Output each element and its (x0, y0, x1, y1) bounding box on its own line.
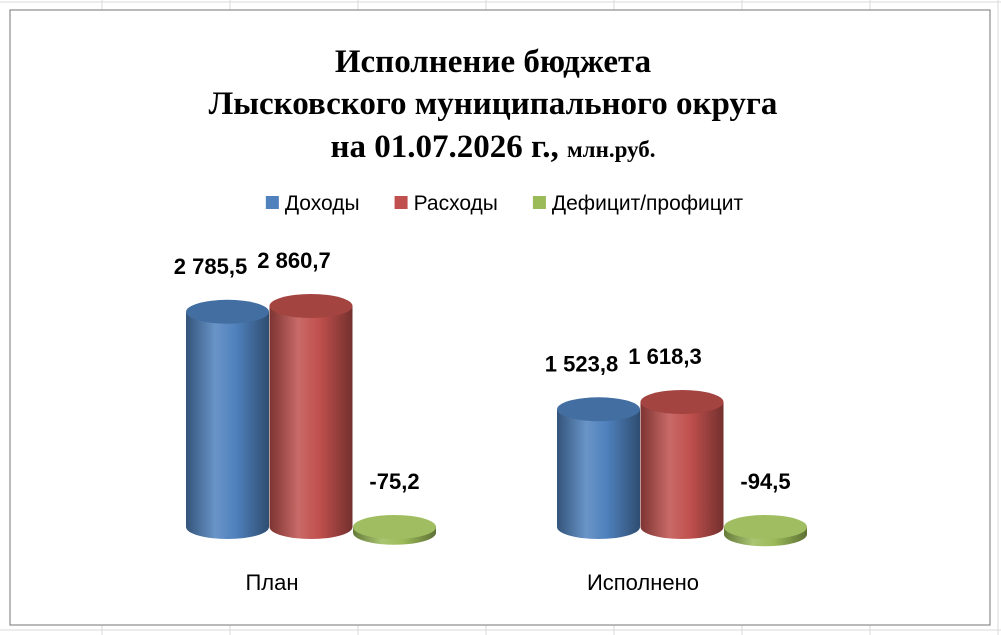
cylinder-top (186, 299, 269, 324)
value-label: 2 860,7 (257, 248, 330, 273)
chart-title: Исполнение бюджета (335, 44, 651, 80)
title-date: на 01.07.2026 г., (330, 129, 558, 165)
cylinder-top (269, 294, 353, 318)
cylinder-top (724, 515, 807, 539)
x-tick-label: Исполнено (587, 570, 699, 595)
legend-swatch (394, 196, 408, 209)
cylinder (640, 389, 724, 539)
cylinder-top (353, 515, 436, 539)
value-label: -75,2 (369, 469, 419, 494)
legend-swatch (265, 196, 279, 209)
chart-title: на 01.07.2026 г., млн.руб. (330, 129, 655, 165)
cylinder (353, 515, 436, 545)
cylinder-body (186, 311, 269, 527)
legend-label: Дефицит/профицит (552, 192, 744, 215)
cylinder (186, 299, 269, 539)
legend-label: Расходы (414, 192, 498, 215)
cylinder (724, 515, 807, 547)
value-label: 2 785,5 (174, 254, 247, 279)
value-label: 1 618,3 (628, 344, 701, 369)
value-label: 1 523,8 (545, 351, 618, 376)
chart-area (9, 9, 991, 626)
x-tick-label: План (245, 570, 298, 595)
legend-swatch (532, 196, 546, 209)
title-unit: млн.руб. (567, 137, 656, 162)
cylinder-body (640, 401, 724, 527)
legend-label: Доходы (285, 192, 360, 215)
cylinder (557, 397, 640, 539)
cylinder-top (557, 397, 640, 422)
chart-title: Лысковского муниципального округа (209, 86, 778, 122)
cylinder-top (640, 389, 724, 414)
value-label: -94,5 (740, 469, 790, 494)
cylinder-body (557, 409, 640, 527)
cylinder-body (269, 306, 353, 527)
cylinder (269, 294, 353, 539)
